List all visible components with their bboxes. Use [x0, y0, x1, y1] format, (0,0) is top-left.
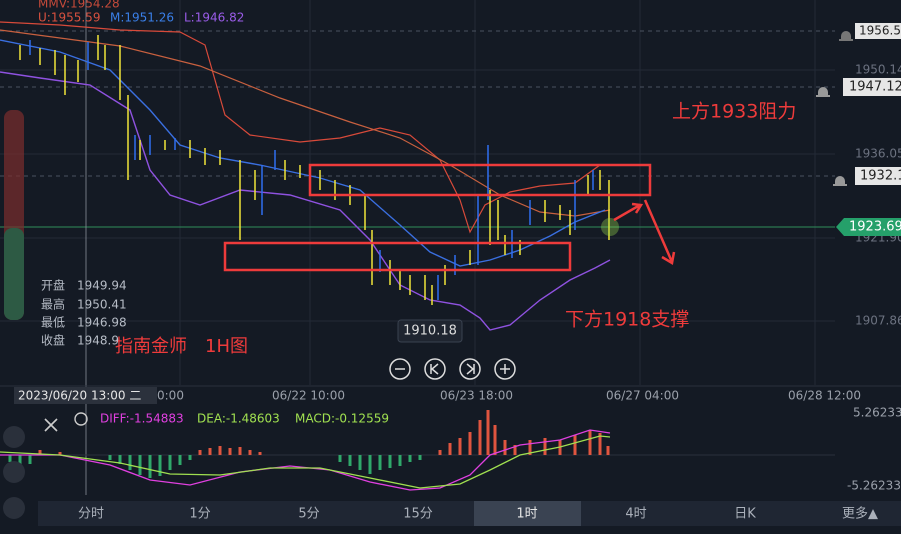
ohlc-value: 1946.98 [77, 316, 127, 330]
time-axis: 2023/06/20 13:00 二 0:00 06/22 10:00 06/2… [18, 389, 861, 403]
support-box [223, 241, 572, 272]
control-glyphs [395, 363, 510, 375]
close-indicator[interactable] [44, 418, 58, 432]
time-label: 2023/06/20 13:00 二 [18, 389, 141, 403]
time-label: 06/22 10:00 [272, 389, 345, 403]
macd-axis-bottom: -5.26233 [847, 479, 901, 493]
resistance-note: 上方1933阻力 [672, 101, 796, 123]
indicator-settings[interactable] [74, 412, 88, 426]
tab[interactable]: 1时 [516, 507, 537, 522]
tab[interactable]: 15分 [403, 507, 433, 522]
lower-value: L:1946.82 [184, 11, 244, 25]
tab[interactable]: 5分 [298, 507, 319, 522]
side-bar [4, 228, 24, 320]
arrow-up [613, 202, 644, 222]
zoom-in-button[interactable] [494, 358, 516, 380]
cursor-tag [14, 387, 157, 404]
lower-band [0, 71, 611, 331]
tool-button[interactable] [3, 461, 25, 483]
macd-negative-bars [8, 455, 422, 478]
ohlc-value: 1950.41 [77, 298, 127, 312]
tab-bar [38, 501, 901, 526]
author-note: 指南金师 1H图 [115, 336, 248, 357]
macd-positive-bars [38, 410, 610, 455]
prev-button[interactable] [424, 358, 446, 380]
price-label: 1923.69 [849, 220, 901, 235]
ohlc-label: 最低 [41, 316, 65, 330]
low-tag [397, 319, 463, 343]
time-label: 0:00 [157, 389, 184, 403]
ohlc-panel: 开盘 1949.94 最高 1950.41 最低 1946.98 收盘 1948… [41, 278, 127, 348]
time-label: 06/23 18:00 [440, 389, 513, 403]
ohlc-value: 1949.94 [77, 279, 127, 293]
dea-line [0, 435, 611, 489]
macd-axis-top: 5.26233 [853, 406, 901, 420]
upper-band [0, 21, 601, 234]
tab[interactable]: 1分 [189, 507, 210, 522]
playback-controls [389, 358, 516, 380]
candles [19, 35, 610, 305]
dea-label: DEA:-1.48603 [197, 412, 280, 426]
price-label: 1932.1 [860, 169, 901, 184]
tabs: 分时 1分 5分 15分 1时 4时 日K 更多▲ [78, 506, 878, 522]
middle-value: M:1951.26 [110, 11, 174, 25]
price-tag [855, 23, 901, 39]
diff-line [0, 429, 611, 491]
time-label: 06/28 12:00 [788, 389, 861, 403]
next-button[interactable] [459, 358, 481, 380]
low-marker: 1910.18 [403, 324, 457, 339]
price-label: 1956.5 [859, 24, 901, 38]
current-price-tag [836, 218, 901, 236]
alert-icon[interactable] [816, 87, 830, 97]
current-glow [601, 218, 619, 236]
left-tools [3, 426, 25, 519]
indicator-top: MMV:1954.28 [38, 0, 120, 11]
ohlc-label: 收盘 [41, 333, 65, 348]
price-label: 1947.12 [849, 80, 901, 95]
macd-legend: DIFF:-1.54883 DEA:-1.48603 MACD:-0.12559… [100, 406, 901, 493]
support-note: 下方1918支撑 [565, 309, 689, 331]
price-tag [855, 167, 901, 185]
macd-label: MACD:-0.12559 [295, 412, 389, 426]
tool-button[interactable] [3, 426, 25, 448]
resistance-box [308, 163, 652, 197]
ohlc-label: 最高 [41, 297, 65, 312]
ohlc-label: 开盘 [41, 278, 65, 293]
ohlc-value: 1948.9 [77, 334, 119, 348]
price-tag [843, 78, 901, 96]
alert-icon[interactable] [833, 176, 847, 186]
moving-average [0, 29, 611, 217]
tab[interactable]: 4时 [625, 507, 646, 522]
tab[interactable]: 更多▲ [842, 506, 878, 522]
middle-band [0, 39, 606, 267]
tab[interactable]: 分时 [78, 507, 104, 522]
diff-label: DIFF:-1.54883 [100, 412, 184, 426]
tab[interactable]: 日K [734, 507, 756, 522]
upper-value: U:1955.59 [38, 11, 100, 25]
arrow-down [643, 199, 676, 266]
tool-button[interactable] [3, 497, 25, 519]
time-label: 06/27 04:00 [606, 389, 679, 403]
price-label: 1950.14 [855, 63, 901, 77]
price-label: 1907.86 [855, 314, 901, 328]
zoom-out-button[interactable] [389, 358, 411, 380]
alert-icon[interactable] [839, 31, 853, 41]
active-tab [474, 501, 581, 526]
price-label: 1936.05 [855, 147, 901, 161]
price-axis: 1956.5 1950.14 1947.12 1936.05 1932.1 19… [816, 23, 901, 328]
